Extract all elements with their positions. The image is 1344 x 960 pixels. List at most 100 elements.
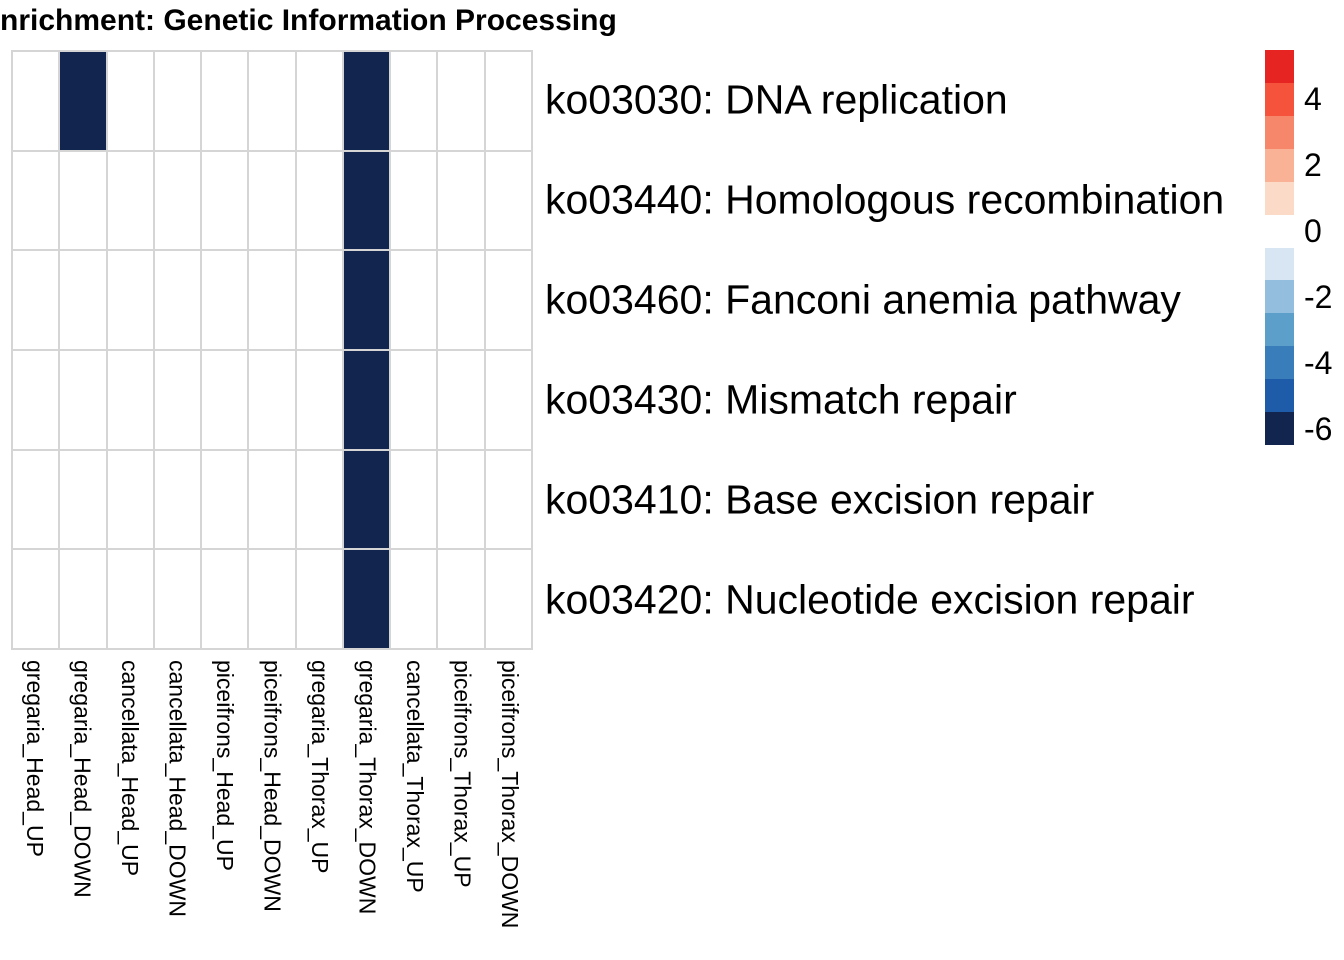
heatmap-cell [154, 52, 201, 150]
heatmap-cell [13, 151, 59, 250]
heatmap-cell [296, 251, 342, 349]
heatmap-cell [391, 550, 437, 648]
heatmap-cell [154, 550, 201, 648]
heatmap-cell [391, 350, 437, 449]
heatmap-cell [391, 251, 437, 349]
heatmap-cell [202, 350, 248, 449]
row-label: ko03430: Mismatch repair [545, 376, 1017, 423]
heatmap-cell [296, 450, 342, 549]
legend-color-swatch [1265, 181, 1294, 215]
heatmap-cell [60, 350, 106, 449]
heatmap-cell [249, 450, 295, 549]
row-label: ko03420: Nucleotide excision repair [545, 576, 1195, 623]
row-label: ko03440: Homologous recombination [545, 176, 1225, 223]
heatmap-cell [438, 251, 484, 349]
heatmap-cell [343, 151, 390, 250]
heatmap-cell [343, 52, 390, 150]
heatmap-cell [107, 550, 153, 648]
heatmap-cell [202, 52, 248, 150]
col-label: gregaria_Head_UP [22, 660, 49, 857]
row-label: ko03030: DNA replication [545, 76, 1008, 123]
heatmap-cell [438, 450, 484, 549]
legend-tick-label: -2 [1304, 278, 1333, 315]
heatmap-cell [438, 52, 484, 150]
heatmap-cell [343, 450, 390, 549]
heatmap-cell [107, 450, 153, 549]
heatmap-cell [107, 350, 153, 449]
heatmap-cell [438, 550, 484, 648]
col-label: cancellata_Thorax_UP [401, 660, 428, 893]
heatmap-cell [13, 450, 59, 549]
heatmap-cell [438, 350, 484, 449]
legend-color-swatch [1265, 280, 1294, 314]
heatmap-cell [202, 450, 248, 549]
col-label: cancellata_Head_DOWN [164, 660, 191, 917]
col-label: gregaria_Thorax_DOWN [354, 660, 381, 915]
heatmap-cell [60, 52, 106, 150]
legend-color-swatch [1265, 412, 1294, 446]
heatmap-cell [202, 550, 248, 648]
heatmap-cell [107, 52, 153, 150]
legend-color-swatch [1265, 82, 1294, 116]
heatmap-cell [249, 350, 295, 449]
heatmap-cell [438, 151, 484, 250]
col-label: gregaria_Head_DOWN [69, 660, 96, 898]
col-label: cancellata_Head_UP [117, 660, 144, 877]
legend-tick-label: 0 [1304, 213, 1322, 250]
legend-tick-label: -4 [1304, 344, 1333, 381]
heatmap-cell [343, 350, 390, 449]
heatmap-cell [154, 151, 201, 250]
heatmap-cell [391, 450, 437, 549]
col-label: gregaria_Thorax_UP [306, 660, 333, 874]
heatmap-cell [60, 550, 106, 648]
heatmap-cell [107, 151, 153, 250]
col-label: piceifrons_Head_DOWN [259, 660, 286, 912]
heatmap-cell [485, 151, 531, 250]
heatmap-cell [296, 550, 342, 648]
heatmap-cell [296, 151, 342, 250]
legend-tick-label: 4 [1304, 81, 1322, 118]
row-label: ko03410: Base excision repair [545, 476, 1095, 523]
col-label: piceifrons_Thorax_DOWN [496, 660, 523, 929]
legend-color-swatch [1265, 313, 1294, 347]
heatmap-cell [60, 251, 106, 349]
heatmap-cell [154, 450, 201, 549]
col-label: piceifrons_Head_UP [212, 660, 239, 871]
legend-tick-label: 2 [1304, 147, 1322, 184]
heatmap-cell [249, 251, 295, 349]
heatmap-cell [249, 550, 295, 648]
heatmap-cell [13, 550, 59, 648]
legend-color-swatch [1265, 379, 1294, 413]
row-label: ko03460: Fanconi anemia pathway [545, 276, 1181, 323]
heatmap-cell [391, 52, 437, 150]
heatmap-cell [60, 450, 106, 549]
heatmap-cell [202, 151, 248, 250]
col-label: piceifrons_Thorax_UP [449, 660, 476, 888]
heatmap-cell [485, 251, 531, 349]
heatmap-cell [60, 151, 106, 250]
heatmap-cell [13, 350, 59, 449]
heatmap-cell [202, 251, 248, 349]
heatmap-cell [249, 52, 295, 150]
heatmap-cell [249, 151, 295, 250]
heatmap-cell [154, 350, 201, 449]
heatmap-cell [296, 52, 342, 150]
heatmap-cell [391, 151, 437, 250]
legend-color-swatch [1265, 346, 1294, 380]
heatmap-cell [13, 52, 59, 150]
heatmap-cell [296, 350, 342, 449]
legend-color-swatch [1265, 115, 1294, 149]
heatmap-cell [154, 251, 201, 349]
heatmap-cell [485, 52, 531, 150]
heatmap-cell [485, 350, 531, 449]
legend-color-swatch [1265, 148, 1294, 182]
heatmap-cell [107, 251, 153, 349]
heatmap-cell [485, 450, 531, 549]
heatmap-grid [11, 50, 533, 650]
legend-color-swatch [1265, 214, 1294, 248]
legend-color-swatch [1265, 50, 1294, 83]
legend-color-swatch [1265, 247, 1294, 281]
heatmap-cell [343, 251, 390, 349]
legend-tick-label: -6 [1304, 410, 1333, 447]
figure-title: nrichment: Genetic Information Processin… [0, 4, 617, 37]
